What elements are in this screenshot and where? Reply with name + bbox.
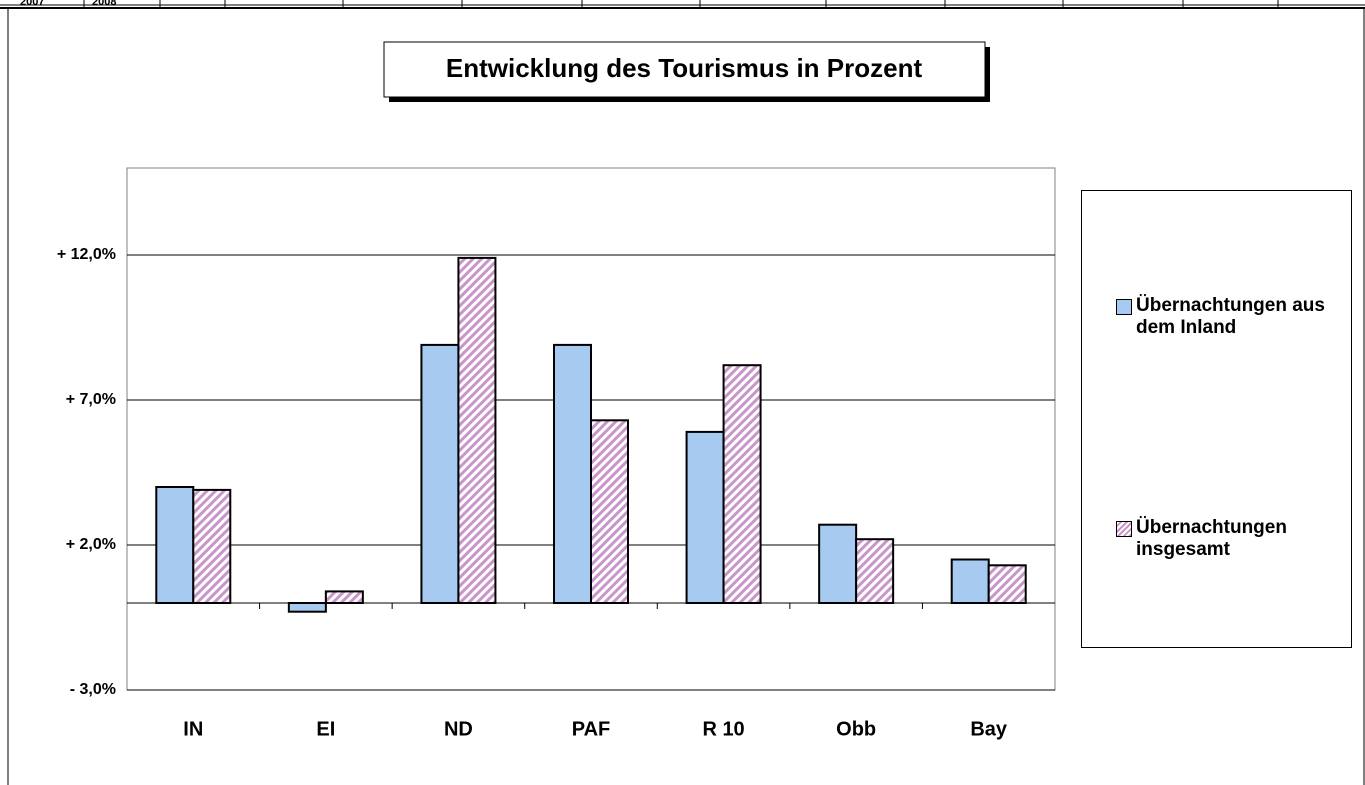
legend-item: Übernachtungen aus dem Inland [1116, 295, 1346, 339]
title-box [383, 41, 986, 98]
legend-label: Übernachtungen insgesamt [1136, 517, 1287, 560]
header-cell: 2007 [20, 0, 44, 8]
header-row [0, 0, 1365, 8]
bar [155, 486, 195, 604]
legend-item: Übernachtungen insgesamt [1116, 517, 1346, 561]
header-dividers [83, 0, 1279, 8]
bar [818, 523, 858, 605]
y-tick-label: + 12,0% [57, 246, 116, 263]
bar [420, 343, 460, 604]
y-tick-label: + 7,0% [66, 391, 116, 408]
bar [685, 430, 725, 604]
y-tick-label: - 3,0% [70, 681, 116, 698]
chart-title: Entwicklung des Tourismus in Prozent [446, 53, 923, 83]
x-tick-label: ND [444, 718, 473, 740]
x-tick-label: PAF [572, 718, 611, 740]
legend-swatch [1116, 299, 1132, 315]
header-cell: 2008 [92, 0, 116, 8]
x-tick-label: Obb [836, 718, 876, 740]
x-tick-label: EI [316, 718, 335, 740]
x-tick-label: R 10 [702, 718, 744, 740]
legend: Übernachtungen aus dem Inland Übernachtun… [1081, 190, 1352, 648]
bar [192, 488, 232, 604]
legend-label: Übernachtungen aus dem Inland [1136, 295, 1325, 338]
bar [722, 364, 762, 605]
legend-swatch [1116, 521, 1132, 537]
bar [987, 564, 1027, 604]
bar [855, 538, 895, 605]
bar [590, 419, 629, 604]
bar [324, 590, 364, 605]
bar [553, 343, 592, 604]
bar [287, 602, 327, 613]
x-tick-label: Bay [970, 718, 1008, 740]
x-tick-label: IN [183, 718, 203, 740]
y-tick-label: + 2,0% [66, 536, 116, 553]
bar [950, 558, 990, 604]
bar [457, 256, 497, 604]
